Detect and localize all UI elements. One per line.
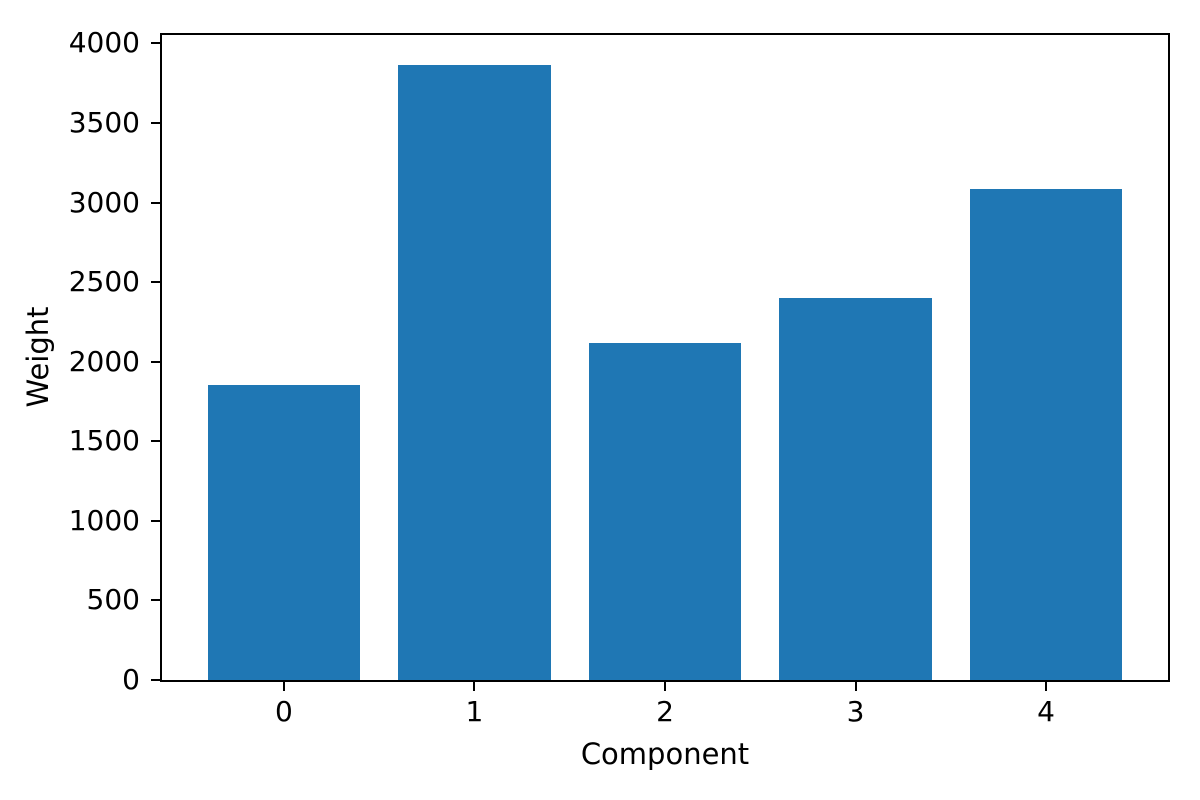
x-tick-label-3: 3 [846,695,865,728]
y-tick-label-2000: 2000 [68,344,140,378]
y-tick-label-1500: 1500 [68,424,140,458]
bar-1 [398,64,551,680]
bar-4 [969,189,1123,680]
y-tick-mark-3000 [151,201,160,204]
x-tick-label-2: 2 [656,695,674,728]
y-tick-label-2500: 2500 [68,265,140,299]
y-tick-label-3000: 3000 [68,185,140,219]
bar-3 [779,298,932,680]
x-axis-label: Component [580,737,750,771]
y-tick-mark-1500 [151,440,160,443]
bar-0 [207,384,361,680]
y-tick-mark-2000 [151,360,160,363]
y-tick-mark-3500 [151,122,160,124]
y-tick-label-500: 500 [86,583,140,617]
y-tick-label-1000: 1000 [68,503,140,537]
x-tick-label-4: 4 [1037,695,1055,728]
x-tick-label-0: 0 [275,695,293,728]
x-tick-mark-3 [854,682,857,691]
x-tick-mark-4 [1045,682,1048,691]
y-tick-mark-500 [151,599,160,602]
bar-2 [588,342,742,680]
y-tick-label-3500: 3500 [68,106,140,139]
x-tick-label-1: 1 [465,695,484,728]
x-tick-mark-2 [664,682,666,691]
y-tick-mark-4000 [151,42,160,45]
y-tick-label-0: 0 [122,663,140,696]
y-tick-mark-2500 [151,281,160,284]
x-tick-mark-0 [282,682,285,691]
y-tick-mark-1000 [151,519,160,522]
plot-area [160,33,1170,682]
x-tick-mark-1 [473,682,476,691]
y-tick-mark-0 [151,679,160,681]
y-tick-label-4000: 4000 [68,26,140,60]
